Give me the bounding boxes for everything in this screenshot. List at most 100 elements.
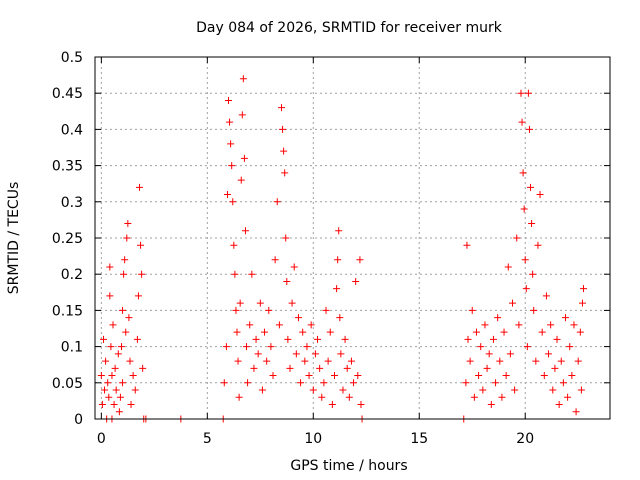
y-tick-label: 0.5 [61,50,83,66]
x-tick-label: 0 [97,431,106,447]
data-point [528,220,536,228]
data-point [235,393,243,401]
data-point [254,350,262,358]
data-point [506,350,514,358]
data-point [513,234,521,242]
data-point [137,241,145,249]
data-point [133,335,141,343]
data-point [125,314,133,322]
data-point [106,263,114,271]
data-point [290,263,298,271]
data-point [345,393,353,401]
y-axis-label: SRMTID / TECUs [6,182,22,295]
data-point [555,401,563,409]
data-point [547,321,555,329]
data-point [119,306,127,314]
y-tick-label: 0.4 [61,122,83,138]
data-point [279,125,287,133]
data-point [261,328,269,336]
data-point [134,292,142,300]
data-point [519,169,527,177]
data-point [551,364,559,372]
data-point [576,328,584,336]
data-point [232,306,240,314]
data-point [549,386,557,394]
data-point [111,364,119,372]
data-point [523,343,531,351]
data-point [288,299,296,307]
data-point [498,393,506,401]
data-point [258,386,266,394]
data-point [572,408,580,416]
data-point [282,234,290,242]
data-point [263,357,271,365]
x-tick-label: 5 [203,431,212,447]
data-point [271,256,279,264]
data-point [102,357,110,365]
data-point [472,328,480,336]
data-point [357,401,365,409]
data-point [278,104,286,112]
data-point [227,140,235,148]
data-point [542,292,550,300]
data-point [114,350,122,358]
plot-frame [94,56,611,420]
data-point [124,220,132,228]
data-point [330,372,338,380]
data-point [252,335,260,343]
x-tick-label: 15 [410,431,428,447]
chart-title: Day 084 of 2026, SRMTID for receiver mur… [196,20,503,36]
data-point [127,401,135,409]
data-point [561,314,569,322]
data-point [574,357,582,365]
data-point [303,343,311,351]
y-tick-label: 0.35 [52,159,83,175]
data-point [494,314,502,322]
data-point [545,350,553,358]
data-point [316,364,324,372]
data-point [504,263,512,271]
data-point [314,335,322,343]
data-point [485,350,493,358]
data-point [515,321,523,329]
data-point [126,357,134,365]
data-point [534,241,542,249]
data-point [101,386,109,394]
data-point [463,241,471,249]
data-point [347,357,355,365]
data-point [525,125,533,133]
data-point [500,328,508,336]
data-point [536,191,544,199]
data-point [322,306,330,314]
data-point [356,256,364,264]
data-point [117,343,125,351]
data-point [540,372,548,380]
data-point [107,343,115,351]
data-point [557,357,565,365]
data-point [256,299,264,307]
data-point [509,299,517,307]
data-point [110,401,118,409]
data-point [580,285,588,293]
y-tick-label: 0.05 [52,376,83,392]
data-point [273,198,281,206]
data-point [354,372,362,380]
data-point [517,89,525,97]
data-point [265,306,273,314]
data-point [228,162,236,170]
data-point [518,118,526,126]
data-point [502,372,510,380]
grid-lines [95,57,610,419]
data-point [297,379,305,387]
data-point [521,256,529,264]
data-point [106,292,114,300]
data-point [350,379,358,387]
data-point [233,328,241,336]
data-point [564,393,572,401]
data-point [326,328,334,336]
data-point [577,386,585,394]
data-point [311,350,319,358]
data-point [237,176,245,184]
data-point [468,306,476,314]
